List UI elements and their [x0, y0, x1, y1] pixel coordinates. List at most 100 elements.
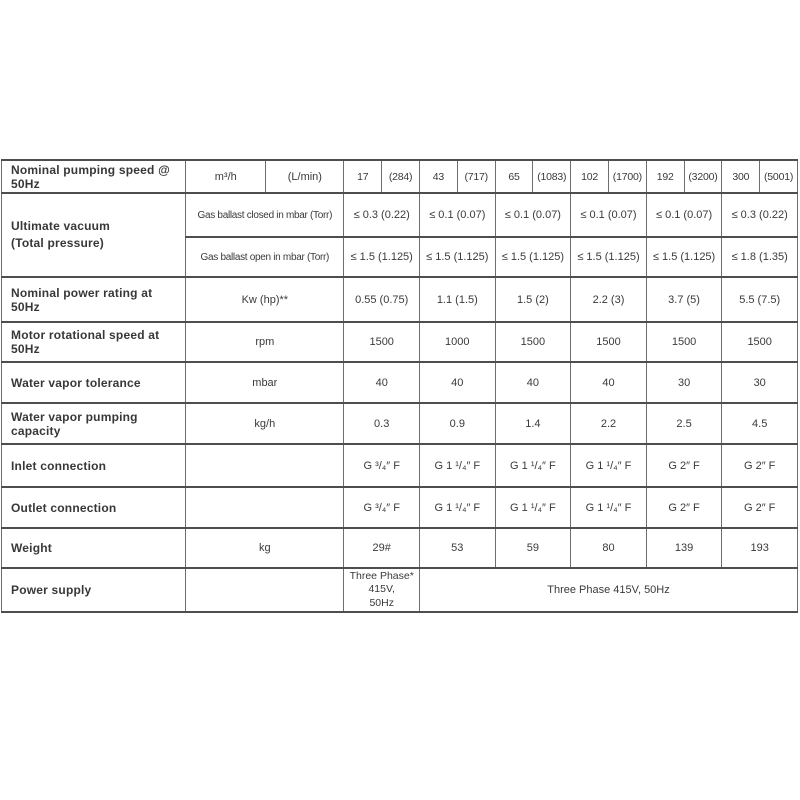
value-cell: ≤ 1.5 (1.125)	[343, 236, 420, 278]
value-cell: G 1 ¹/₄″ F	[419, 486, 496, 529]
row-label-ultimate-vacuum: Ultimate vacuum (Total pressure)	[0, 192, 187, 278]
power-supply-other-models-cell: Three Phase 415V, 50Hz	[419, 567, 798, 613]
value-cell: G 1 ¹/₄″ F	[494, 443, 572, 488]
value-cell: ≤ 0.1 (0.07)	[494, 192, 572, 238]
row-label-power-rating: Nominal power rating at 50Hz	[0, 276, 187, 323]
row-label-vapor-capacity: Water vapor pumping capacity	[0, 402, 187, 445]
unit-cell-empty	[185, 486, 345, 529]
row-motor-speed: Motor rotational speed at 50Hz rpm 1500 …	[0, 321, 798, 363]
speed-value-cell: 300	[721, 159, 761, 194]
unit-cell-empty	[185, 443, 345, 488]
value-cell: 40	[570, 361, 647, 404]
unit-cell: kg	[185, 527, 345, 569]
value-cell: G 1 ¹/₄″ F	[570, 443, 647, 488]
row-weight: Weight kg 29# 53 59 80 139 193	[0, 527, 798, 569]
value-cell: 0.55 (0.75)	[343, 276, 420, 323]
row-label-power-supply: Power supply	[0, 567, 187, 613]
value-cell: 1500	[494, 321, 572, 363]
value-cell: ≤ 1.5 (1.125)	[494, 236, 572, 278]
value-cell: G 2″ F	[721, 443, 798, 488]
value-cell: 1.4	[494, 402, 572, 445]
value-cell: 1500	[645, 321, 723, 363]
unit-m3h-cell: m³/h	[185, 159, 267, 194]
row-label-weight: Weight	[0, 527, 187, 569]
value-cell: ≤ 0.1 (0.07)	[645, 192, 723, 238]
value-cell: ≤ 1.8 (1.35)	[721, 236, 798, 278]
value-cell: 1000	[419, 321, 496, 363]
unit-cell: rpm	[185, 321, 345, 363]
value-cell: G 2″ F	[645, 443, 723, 488]
value-cell: G ³/₄″ F	[343, 443, 420, 488]
unit-lmin-cell: (L/min)	[265, 159, 345, 194]
value-cell: 139	[645, 527, 723, 569]
row-label-motor-speed: Motor rotational speed at 50Hz	[0, 321, 187, 363]
value-cell: G 1 ¹/₄″ F	[494, 486, 572, 529]
value-cell: 2.2	[570, 402, 647, 445]
speed-value-cell: 17	[343, 159, 383, 194]
value-cell: 53	[419, 527, 496, 569]
gas-ballast-closed-unit-cell: Gas ballast closed in mbar (Torr)	[185, 192, 345, 238]
value-cell: 3.7 (5)	[645, 276, 723, 323]
value-cell: 40	[343, 361, 420, 404]
value-cell: ≤ 1.5 (1.125)	[570, 236, 647, 278]
speed-value-cell: 65	[494, 159, 534, 194]
value-cell: 1500	[721, 321, 798, 363]
value-cell: ≤ 1.5 (1.125)	[419, 236, 496, 278]
value-cell: 4.5	[721, 402, 798, 445]
speed-value-cell: 192	[645, 159, 685, 194]
gas-ballast-open-unit-cell: Gas ballast open in mbar (Torr)	[185, 236, 345, 278]
pump-spec-table: Nominal pumping speed @ 50Hz m³/h (L/min…	[0, 159, 798, 613]
row-gas-ballast-closed: Ultimate vacuum (Total pressure) Gas bal…	[0, 192, 798, 278]
speed-value-cell: (5001)	[759, 159, 798, 194]
value-cell: 30	[645, 361, 723, 404]
row-power-supply: Power supply Three Phase* 415V, 50Hz Thr…	[0, 567, 798, 613]
value-cell: 0.3	[343, 402, 420, 445]
value-cell: 40	[419, 361, 496, 404]
value-cell: 30	[721, 361, 798, 404]
unit-cell: Kw (hp)**	[185, 276, 345, 323]
speed-value-cell: 43	[419, 159, 458, 194]
power-supply-first-model-cell: Three Phase* 415V, 50Hz	[343, 567, 420, 613]
row-vapor-tolerance: Water vapor tolerance mbar 40 40 40 40 3…	[0, 361, 798, 404]
unit-cell: mbar	[185, 361, 345, 404]
row-label-vapor-tolerance: Water vapor tolerance	[0, 361, 187, 404]
value-cell: 59	[494, 527, 572, 569]
unit-cell-empty	[185, 567, 345, 613]
speed-value-cell: (284)	[381, 159, 420, 194]
value-cell: 1500	[343, 321, 420, 363]
spec-table-container: Nominal pumping speed @ 50Hz m³/h (L/min…	[0, 159, 798, 613]
value-cell: 80	[570, 527, 647, 569]
row-label-pumping-speed: Nominal pumping speed @ 50Hz	[0, 159, 187, 194]
value-cell: G 2″ F	[645, 486, 723, 529]
value-cell: G 1 ¹/₄″ F	[419, 443, 496, 488]
value-cell: G 1 ¹/₄″ F	[570, 486, 647, 529]
speed-value-cell: (717)	[456, 159, 496, 194]
value-cell: 1.5 (2)	[494, 276, 572, 323]
value-cell: 1500	[570, 321, 647, 363]
value-cell: ≤ 0.3 (0.22)	[721, 192, 798, 238]
value-cell: 0.9	[419, 402, 496, 445]
row-gas-ballast-open: Gas ballast open in mbar (Torr) ≤ 1.5 (1…	[2, 236, 798, 278]
value-cell: 193	[721, 527, 798, 569]
value-cell: 29#	[343, 527, 420, 569]
row-label-outlet: Outlet connection	[0, 486, 187, 529]
value-cell: ≤ 0.3 (0.22)	[343, 192, 420, 238]
value-cell: 1.1 (1.5)	[419, 276, 496, 323]
speed-value-cell: (1700)	[607, 159, 647, 194]
unit-cell: kg/h	[185, 402, 345, 445]
speed-value-cell: (1083)	[532, 159, 572, 194]
row-power-rating: Nominal power rating at 50Hz Kw (hp)** 0…	[0, 276, 798, 323]
speed-value-cell: (3200)	[683, 159, 723, 194]
value-cell: ≤ 0.1 (0.07)	[419, 192, 496, 238]
value-cell: 2.5	[645, 402, 723, 445]
value-cell: 40	[494, 361, 572, 404]
row-pumping-speed: Nominal pumping speed @ 50Hz m³/h (L/min…	[0, 159, 798, 194]
value-cell: G 2″ F	[721, 486, 798, 529]
value-cell: G ³/₄″ F	[343, 486, 420, 529]
row-vapor-capacity: Water vapor pumping capacity kg/h 0.3 0.…	[0, 402, 798, 445]
value-cell: 2.2 (3)	[570, 276, 647, 323]
value-cell: ≤ 1.5 (1.125)	[645, 236, 723, 278]
row-outlet-connection: Outlet connection G ³/₄″ F G 1 ¹/₄″ F G …	[0, 486, 798, 529]
value-cell: ≤ 0.1 (0.07)	[570, 192, 647, 238]
row-inlet-connection: Inlet connection G ³/₄″ F G 1 ¹/₄″ F G 1…	[0, 443, 798, 488]
